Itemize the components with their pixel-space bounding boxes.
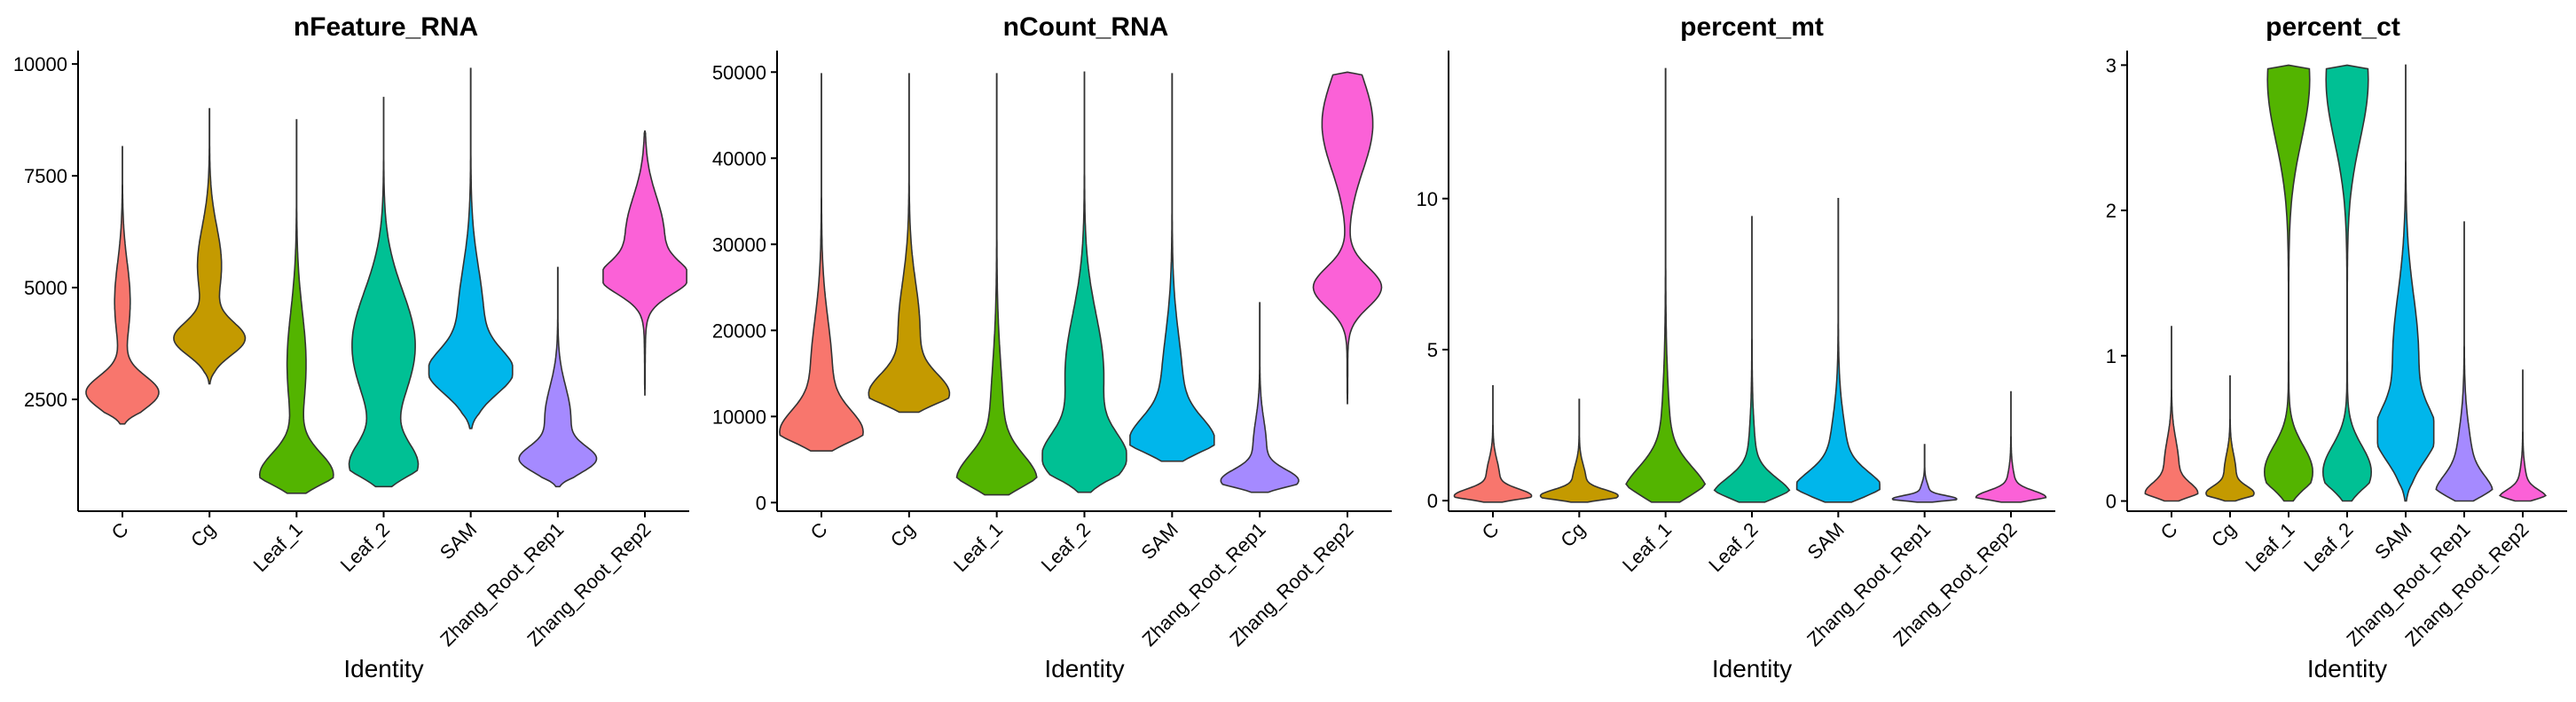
violin-Zhang_Root_Rep2	[1975, 390, 2047, 503]
violin-Leaf_1	[1625, 67, 1707, 503]
y-tick-label: 1	[2106, 345, 2117, 367]
x-tick-label: Leaf_1	[1618, 518, 1676, 576]
y-tick-label: 5	[1427, 339, 1438, 361]
x-axis-title: Identity	[1044, 655, 1124, 682]
violin-Leaf_2	[348, 97, 420, 488]
violin-Leaf_2	[2321, 64, 2373, 502]
x-tick-label: SAM	[2370, 518, 2415, 564]
x-tick-label: Leaf_2	[336, 518, 394, 576]
x-tick-label: Leaf_1	[249, 518, 307, 576]
x-tick-label: Cg	[186, 518, 220, 552]
y-tick-label: 30000	[712, 233, 766, 256]
y-tick-label: 0	[756, 492, 766, 514]
violin-Zhang_Root_Rep2	[602, 130, 687, 396]
y-tick-label: 10	[1417, 188, 1438, 210]
panel-title: percent_ct	[2266, 12, 2400, 42]
violin-Zhang_Root_Rep2	[1312, 71, 1383, 405]
violin-Zhang_Root_Rep2	[2498, 369, 2548, 502]
violin-Leaf_2	[1713, 216, 1791, 503]
violin-SAM	[428, 67, 514, 430]
panel-0: nFeature_RNA 2500 5000 7500 10000 C Cg Leaf_1 Le…	[13, 12, 689, 682]
violin-C	[85, 146, 160, 425]
y-tick-label: 2	[2106, 200, 2117, 222]
violin-Cg	[868, 73, 951, 414]
x-axis-title: Identity	[2307, 655, 2387, 682]
violin-Leaf_1	[955, 73, 1038, 496]
x-tick-label: Leaf_1	[949, 518, 1007, 576]
y-tick-label: 3	[2106, 54, 2117, 76]
panel-1: nCount_RNA 0 10000 20000 30000 40000 50000 C Cg L…	[712, 12, 1392, 682]
violin-C	[779, 73, 864, 452]
violin-Leaf_1	[258, 119, 334, 494]
panel-title: nCount_RNA	[1003, 12, 1169, 42]
y-tick-label: 5000	[24, 277, 67, 299]
x-tick-label: Cg	[2207, 518, 2241, 552]
x-tick-label: C	[2156, 518, 2182, 544]
y-tick-label: 0	[1427, 490, 1438, 512]
violin-Zhang_Root_Rep1	[518, 266, 598, 488]
violin-SAM	[2376, 64, 2435, 502]
violin-Leaf_2	[1041, 71, 1127, 493]
y-tick-label: 40000	[712, 147, 766, 170]
violin-C	[2144, 326, 2199, 502]
x-tick-label: SAM	[436, 518, 481, 564]
x-tick-label: Leaf_2	[2299, 518, 2357, 576]
panel-title: percent_mt	[1680, 12, 1824, 42]
violin-Zhang_Root_Rep1	[1891, 444, 1958, 503]
y-tick-label: 50000	[712, 61, 766, 83]
x-tick-label: Cg	[1556, 518, 1590, 552]
violin-Cg	[1539, 398, 1619, 503]
y-tick-label: 7500	[24, 165, 67, 187]
x-tick-label: Leaf_2	[1037, 518, 1095, 576]
y-tick-label: 0	[2106, 491, 2117, 513]
x-tick-label: Cg	[886, 518, 920, 552]
x-axis-title: Identity	[343, 655, 423, 682]
y-tick-label: 20000	[712, 319, 766, 342]
violin-Zhang_Root_Rep1	[2435, 221, 2494, 502]
x-axis-title: Identity	[1712, 655, 1792, 682]
panel-title: nFeature_RNA	[294, 12, 478, 42]
x-tick-label: Leaf_1	[2241, 518, 2298, 576]
x-tick-label: SAM	[1136, 518, 1182, 564]
x-tick-label: Leaf_2	[1704, 518, 1762, 576]
x-tick-label: C	[107, 518, 133, 544]
x-tick-label: C	[806, 518, 832, 544]
y-tick-label: 10000	[13, 53, 67, 75]
violin-Zhang_Root_Rep1	[1220, 302, 1300, 493]
violin-SAM	[1795, 198, 1881, 503]
y-tick-label: 2500	[24, 389, 67, 411]
violin-SAM	[1129, 73, 1215, 462]
violin-Cg	[173, 107, 247, 385]
violin-Leaf_1	[2263, 64, 2314, 502]
y-tick-label: 10000	[712, 406, 766, 428]
violin-Cg	[2205, 375, 2255, 502]
x-tick-label: SAM	[1802, 518, 1848, 564]
violin-C	[1453, 385, 1533, 503]
x-tick-label: C	[1478, 518, 1504, 544]
